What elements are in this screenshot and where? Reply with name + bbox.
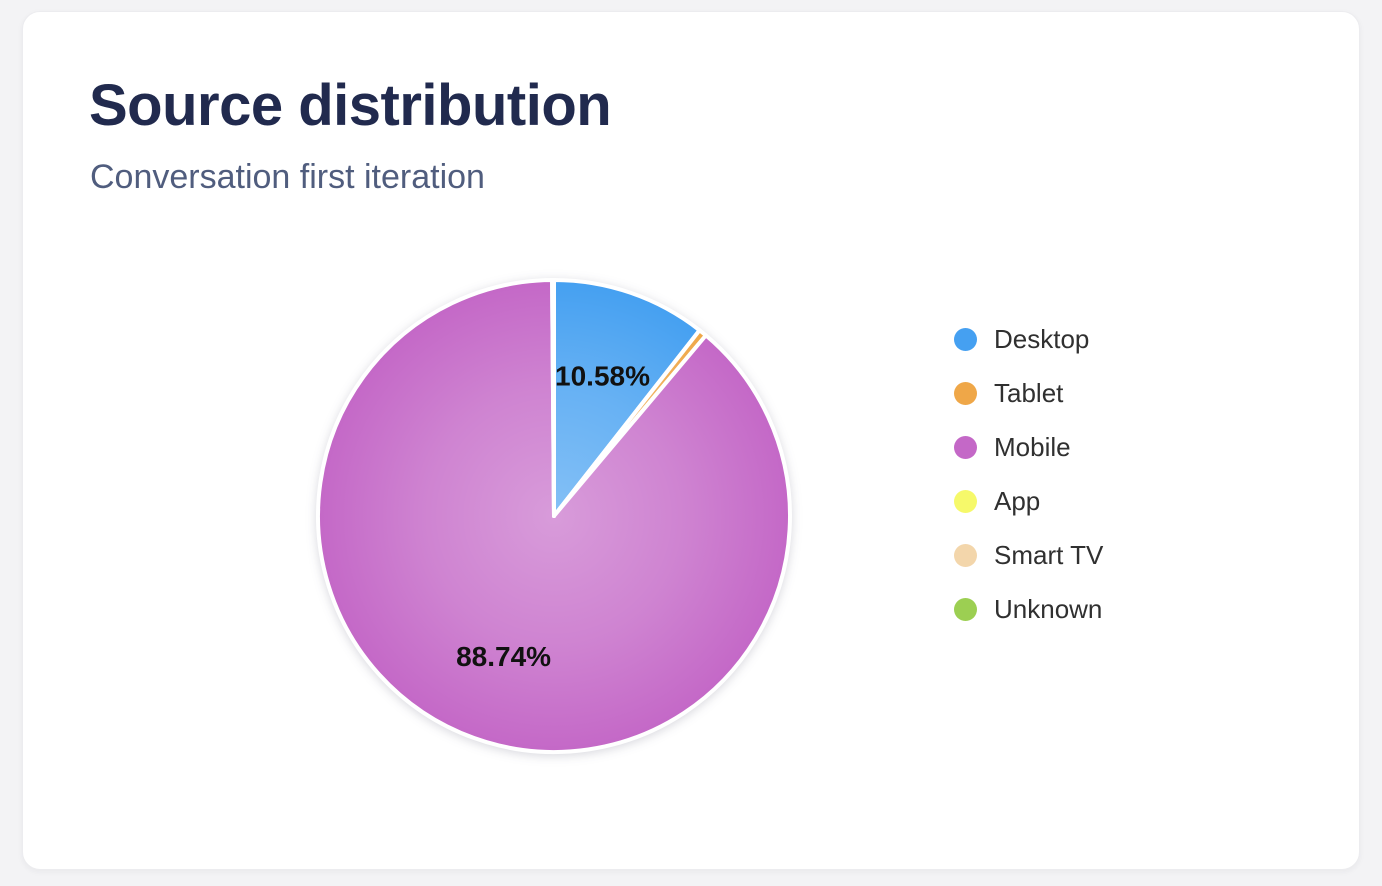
legend-dot-tablet <box>954 381 977 405</box>
legend-item-tablet[interactable]: Tablet <box>954 377 1103 408</box>
legend-dot-unknown <box>954 597 977 621</box>
legend-item-desktop[interactable]: Desktop <box>954 323 1103 354</box>
legend-dot-smart-tv <box>954 543 977 567</box>
legend-dot-mobile <box>954 435 977 459</box>
legend-label: Tablet <box>994 377 1064 408</box>
chart-card: Source distribution Conversation first i… <box>22 11 1360 870</box>
legend-label: Unknown <box>994 593 1103 624</box>
legend-dot-app <box>954 489 977 513</box>
legend-item-smart-tv[interactable]: Smart TV <box>954 539 1104 570</box>
legend-label: App <box>994 485 1041 516</box>
legend-label: Desktop <box>994 323 1090 354</box>
legend-item-app[interactable]: App <box>954 485 1103 516</box>
legend-label: Smart TV <box>994 539 1104 570</box>
chart-subtitle: Conversation first iteration <box>90 158 485 196</box>
chart-legend: Desktop Tablet Mobile App Smart TV Unknown <box>954 323 1104 649</box>
legend-item-unknown[interactable]: Unknown <box>954 593 1103 624</box>
pie-slice-unknown[interactable] <box>551 277 556 518</box>
pie-chart: 10.58%88.74% <box>316 277 793 754</box>
chart-title: Source distribution <box>89 73 612 138</box>
legend-label: Mobile <box>994 431 1071 462</box>
legend-item-mobile[interactable]: Mobile <box>954 431 1103 462</box>
legend-dot-desktop <box>954 327 977 351</box>
